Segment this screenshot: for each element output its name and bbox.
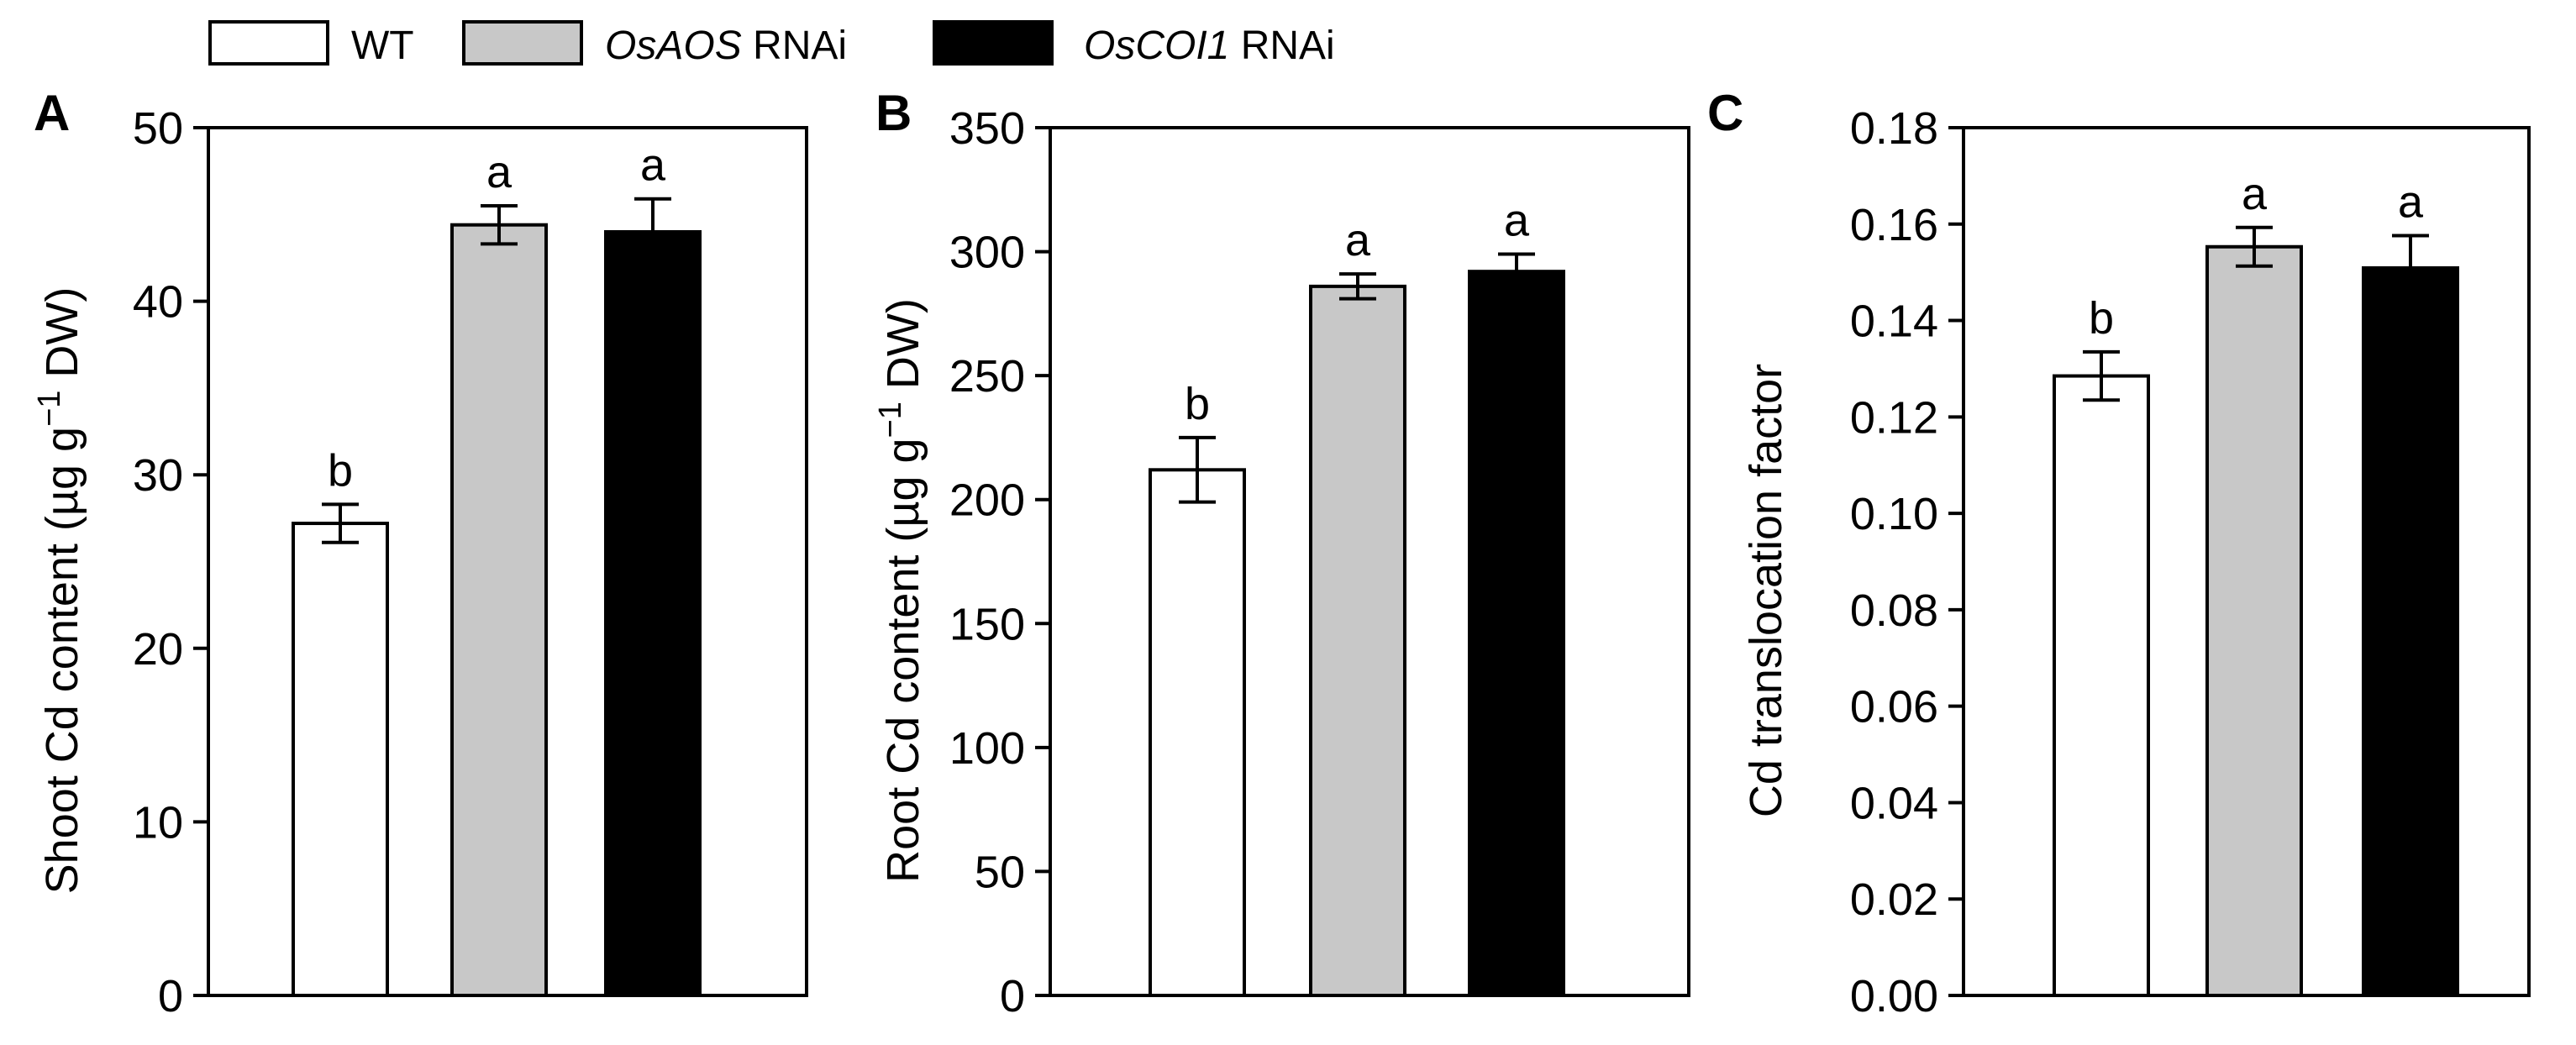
error-bar-c-3 <box>2392 234 2429 302</box>
y-tick-label-b: 350 <box>949 103 1025 154</box>
significance-letter-c-1: b <box>2089 293 2114 344</box>
significance-letter-b-2: a <box>1345 215 1371 265</box>
error-bar-a-2 <box>481 203 518 246</box>
y-tick-label-b: 300 <box>949 228 1025 278</box>
plot-frame-a <box>207 126 808 997</box>
bar-c-3 <box>2362 266 2459 998</box>
significance-letter-b-1: b <box>1185 379 1210 429</box>
significance-letter-c-2: a <box>2242 169 2268 219</box>
y-tick-label-a: 0 <box>158 971 183 1021</box>
plot-frame-b <box>1049 126 1690 997</box>
bar-a-2 <box>450 223 548 998</box>
y-tick-label-c: 0.10 <box>1850 489 1938 539</box>
y-axis-label-b: Root Cd content (µg g−1 DW) <box>873 298 928 883</box>
y-tick-label-b: 0 <box>1000 971 1025 1021</box>
significance-letter-a-1: b <box>328 445 353 496</box>
y-tick-label-c: 0.06 <box>1850 682 1938 733</box>
y-tick-label-c: 0.00 <box>1850 971 1938 1021</box>
bar-b-2 <box>1309 284 1406 997</box>
y-tick-label-a: 40 <box>133 277 183 328</box>
y-axis-label-c: Cd translocation factor <box>1741 364 1791 817</box>
panel-b: B Root Cd content (µg g−1 DW) b a a 0 50 100… <box>873 85 1690 1021</box>
y-tick-label-a: 20 <box>133 624 183 675</box>
legend: WT OsAOS RNAi OsCOI1 RNAi <box>208 20 1335 68</box>
panel-a: A Shoot Cd content (µg g−1 DW) b a a 0 10 20… <box>32 85 808 1021</box>
panel-letter-a: A <box>34 85 70 141</box>
y-tick-label-b: 200 <box>949 475 1025 526</box>
bar-a-3 <box>604 229 702 997</box>
y-tick-label-c: 0.02 <box>1850 874 1938 925</box>
error-bar-b-1 <box>1179 435 1216 504</box>
bar-b-3 <box>1468 270 1565 997</box>
legend-label-osaos: OsAOS RNAi <box>605 24 847 68</box>
legend-entry-wt: WT <box>208 20 414 68</box>
y-tick-label-c: 0.04 <box>1850 778 1938 828</box>
legend-swatch-osaos <box>462 20 583 66</box>
bar-c-2 <box>2205 244 2303 997</box>
y-tick-label-b: 150 <box>949 599 1025 649</box>
plot-frame-c <box>1962 126 2531 997</box>
legend-entry-osaos: OsAOS RNAi <box>462 20 847 68</box>
panel-letter-c: C <box>1707 85 1743 141</box>
error-bar-a-3 <box>634 197 671 267</box>
significance-letter-c-3: a <box>2398 177 2424 228</box>
legend-swatch-wt <box>208 20 329 66</box>
legend-label-oscoi1: OsCOI1 RNAi <box>1084 24 1335 68</box>
y-tick-label-b: 250 <box>949 351 1025 402</box>
bar-a-1 <box>292 522 389 997</box>
legend-label-wt: WT <box>351 24 414 68</box>
y-tick-label-c: 0.12 <box>1850 392 1938 443</box>
bar-c-1 <box>2053 374 2150 997</box>
error-bar-b-3 <box>1498 252 1535 291</box>
significance-letter-a-3: a <box>640 140 666 191</box>
y-tick-label-c: 0.08 <box>1850 586 1938 636</box>
error-bar-b-2 <box>1339 272 1376 301</box>
legend-entry-oscoi1: OsCOI1 RNAi <box>933 20 1335 68</box>
y-tick-label-a: 10 <box>133 797 183 848</box>
significance-letter-a-2: a <box>486 147 513 197</box>
y-tick-label-c: 0.16 <box>1850 200 1938 250</box>
panel-c: C Cd translocation factor b a a 0.00 0.02 0.… <box>1707 85 2531 1021</box>
y-tick-label-a: 50 <box>133 103 183 154</box>
y-tick-label-c: 0.14 <box>1850 297 1938 347</box>
error-bar-c-1 <box>2083 349 2120 402</box>
error-bar-a-1 <box>322 502 359 544</box>
panel-letter-b: B <box>875 85 912 141</box>
y-tick-label-a: 30 <box>133 450 183 501</box>
y-axis-label-a: Shoot Cd content (µg g−1 DW) <box>32 287 87 895</box>
y-tick-label-b: 50 <box>975 847 1025 897</box>
bar-b-1 <box>1149 468 1246 997</box>
legend-swatch-oscoi1 <box>933 20 1054 66</box>
significance-letter-b-3: a <box>1504 196 1530 246</box>
y-tick-label-c: 0.18 <box>1850 103 1938 154</box>
y-tick-label-b: 100 <box>949 723 1025 774</box>
error-bar-c-2 <box>2236 225 2273 268</box>
